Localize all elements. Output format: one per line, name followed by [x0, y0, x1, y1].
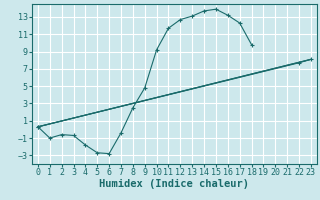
X-axis label: Humidex (Indice chaleur): Humidex (Indice chaleur)	[100, 179, 249, 189]
